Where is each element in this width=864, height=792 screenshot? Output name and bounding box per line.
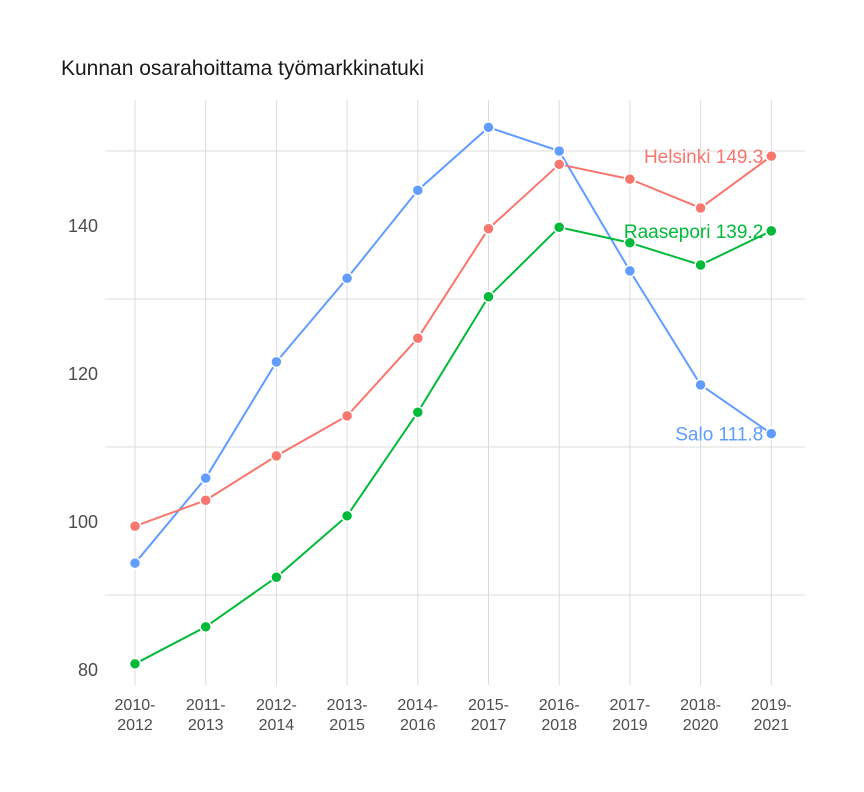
data-point[interactable] — [694, 258, 707, 272]
x-tick-label: 2017-2019 — [609, 697, 650, 734]
data-point[interactable] — [128, 657, 142, 671]
data-point[interactable] — [623, 264, 637, 278]
data-point[interactable] — [199, 471, 212, 485]
data-point[interactable] — [694, 378, 707, 392]
x-tick-label: 2019-2021 — [751, 697, 792, 734]
data-point[interactable] — [765, 427, 778, 440]
series-lines — [128, 121, 778, 671]
series-end-labels: Helsinki 149.3 Raasepori 139.2 Salo 111.8 — [624, 147, 763, 446]
y-tick-label: 100 — [68, 512, 98, 532]
x-tick-label: 2018-2020 — [680, 697, 721, 734]
data-point[interactable] — [270, 449, 283, 463]
series-helsinki — [128, 149, 778, 533]
data-point[interactable] — [199, 494, 212, 507]
data-point[interactable] — [411, 331, 425, 345]
y-tick-label: 120 — [68, 364, 98, 384]
data-point[interactable] — [765, 224, 778, 238]
data-point[interactable] — [482, 222, 495, 235]
data-point[interactable] — [340, 272, 354, 285]
data-point[interactable] — [411, 405, 425, 419]
x-tick-label: 2015-2017 — [468, 697, 509, 734]
y-tick-label: 140 — [68, 216, 98, 236]
data-point[interactable] — [482, 121, 495, 134]
end-label-raasepori: Raasepori 139.2 — [624, 222, 763, 243]
data-point[interactable] — [340, 409, 354, 423]
x-tick-label: 2010-2012 — [115, 697, 156, 734]
y-tick-label: 80 — [78, 660, 98, 680]
data-point[interactable] — [552, 220, 566, 234]
data-point[interactable] — [411, 183, 425, 197]
data-point[interactable] — [552, 144, 566, 158]
data-point[interactable] — [623, 172, 637, 186]
data-point[interactable] — [340, 509, 354, 523]
x-tick-label: 2013-2015 — [327, 697, 368, 734]
data-point[interactable] — [552, 158, 566, 171]
data-point[interactable] — [128, 556, 142, 570]
data-point[interactable] — [128, 519, 142, 533]
data-point[interactable] — [270, 355, 283, 369]
chart-title: Kunnan osarahoittama työmarkkinatuki — [61, 57, 425, 80]
x-tick-label: 2016-2018 — [539, 697, 580, 734]
gridlines — [105, 100, 805, 685]
data-point[interactable] — [694, 201, 707, 215]
data-point[interactable] — [270, 570, 283, 584]
data-point[interactable] — [765, 149, 778, 163]
series-raasepori — [128, 220, 778, 671]
data-point[interactable] — [199, 620, 212, 634]
x-tick-label: 2011-2013 — [186, 697, 226, 734]
data-point[interactable] — [623, 236, 637, 250]
x-axis-labels: 2010-2012 2011-2013 2012-2014 2013-2015 2014… — [115, 697, 792, 734]
series-salo — [128, 121, 778, 570]
x-tick-label: 2014-2016 — [397, 697, 438, 734]
y-axis-labels: 80 100 120 140 — [68, 216, 98, 680]
end-label-salo: Salo 111.8 — [675, 425, 763, 446]
end-label-helsinki: Helsinki 149.3 — [644, 147, 763, 168]
data-point[interactable] — [482, 290, 495, 304]
x-tick-label: 2012-2014 — [256, 697, 297, 734]
